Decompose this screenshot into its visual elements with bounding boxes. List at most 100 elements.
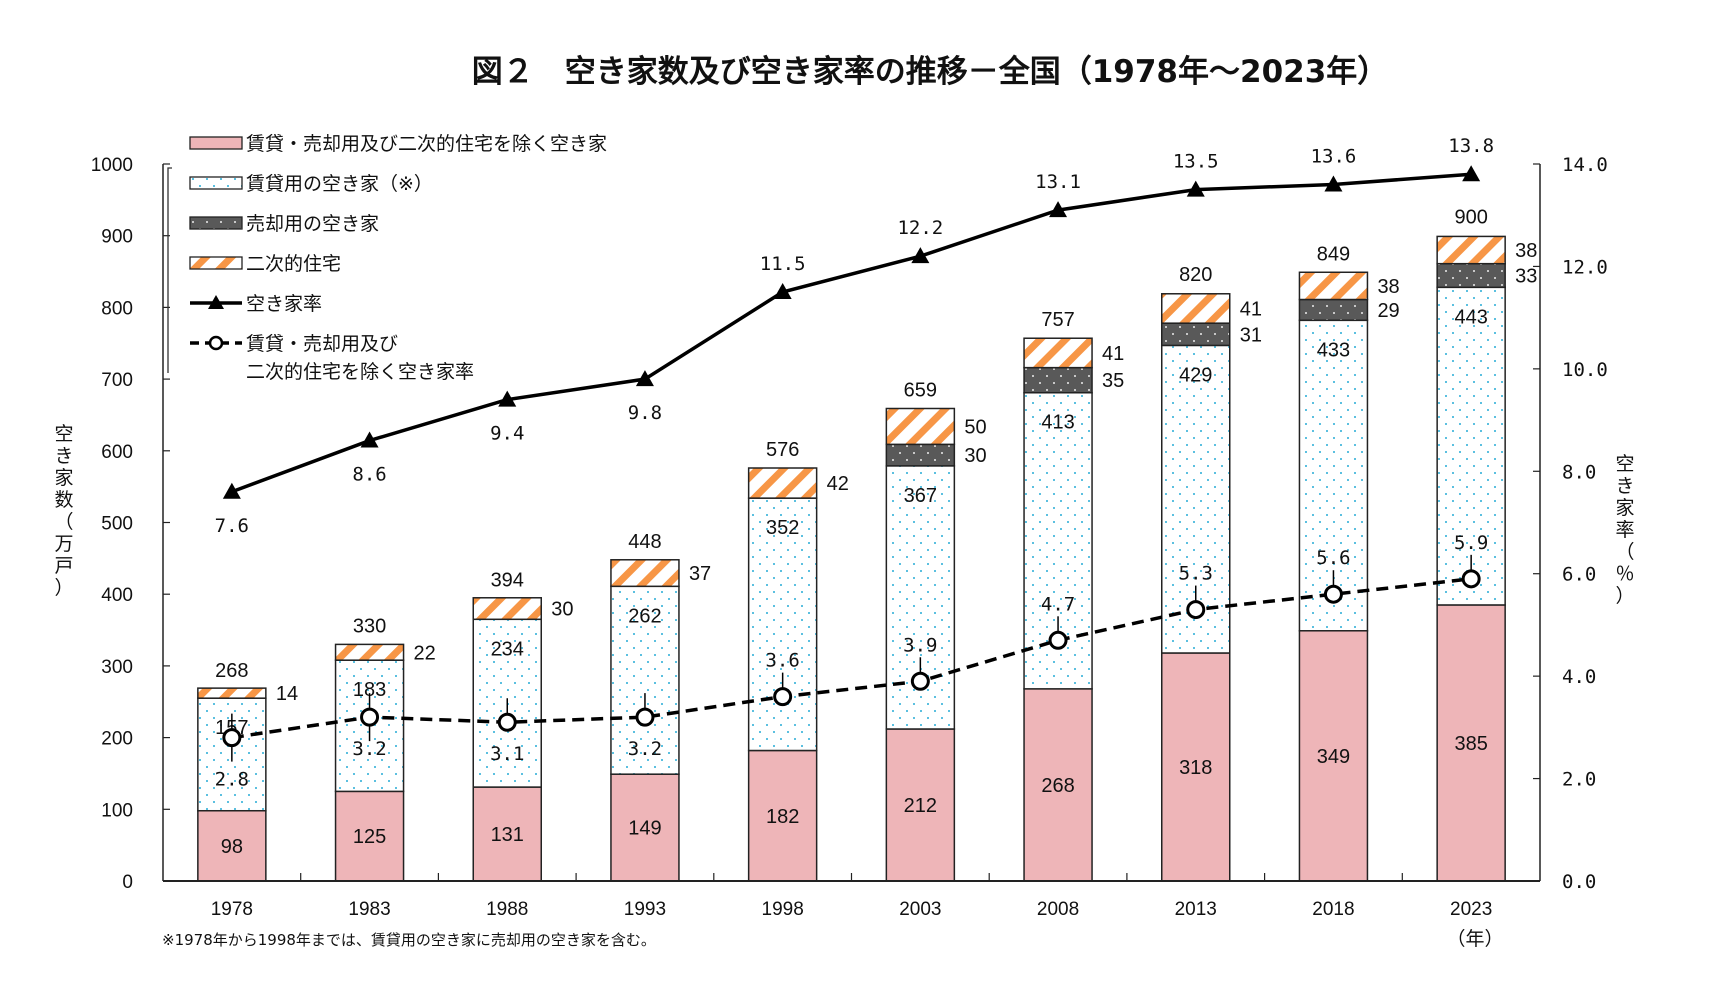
y2-tick-label: 4.0 <box>1562 666 1596 688</box>
rate-value-label: 3.2 <box>352 738 386 760</box>
y-tick-label: 600 <box>101 442 133 463</box>
bar-value-label: 413 <box>1041 412 1074 434</box>
rate-value-label: 12.2 <box>897 217 943 239</box>
x-tick-label: 2018 <box>1312 899 1354 920</box>
triangle-marker <box>1186 180 1205 197</box>
bar-segment-0-1988 <box>472 786 542 882</box>
bar-segment-0-1978 <box>197 809 267 882</box>
bar-value-label: 183 <box>353 679 386 701</box>
legend-label: 賃貸用の空き家（※） <box>246 173 433 195</box>
triangle-marker <box>635 370 654 387</box>
circle-marker <box>635 707 655 727</box>
legend-label: 賃貸・売却用及び <box>246 333 398 355</box>
axis-title-char: （ <box>54 511 73 533</box>
y2-axis-title: 空き家率（％） <box>1615 453 1634 607</box>
bar-segment-3-1978 <box>197 687 267 699</box>
footnote: ※1978年から1998年までは、賃貸用の空き家に売却用の空き家を含む。 <box>162 931 656 949</box>
y-tick-label: 500 <box>101 514 133 535</box>
bar-total-label: 659 <box>904 379 937 401</box>
rate-value-label: 13.8 <box>1448 135 1494 157</box>
bar-total-label: 820 <box>1179 264 1212 286</box>
legend-label: 二次的住宅 <box>246 253 341 275</box>
bar-segment-3-2018 <box>1298 271 1369 301</box>
y-tick-label: 0 <box>122 872 133 893</box>
bar-value-label: 29 <box>1377 300 1399 322</box>
rate-value-label: 3.1 <box>490 743 524 765</box>
bar-value-label: 33 <box>1515 265 1537 287</box>
rate-value-label: 13.6 <box>1311 145 1357 167</box>
triangle-marker <box>360 431 379 448</box>
bar-value-label: 318 <box>1179 757 1212 779</box>
bar-total-label: 268 <box>215 660 248 682</box>
x-tick-label: 2013 <box>1175 899 1217 920</box>
legend-circle-icon <box>208 335 224 351</box>
bar-value-label: 30 <box>551 599 573 621</box>
bar-segment-2-2023 <box>1436 262 1506 289</box>
y2-tick-label: 6.0 <box>1562 564 1596 586</box>
axis-title-char: き <box>1615 475 1634 497</box>
x-tick-label: 1988 <box>486 899 528 920</box>
bar-segment-3-2003 <box>885 407 956 446</box>
bar-value-label: 37 <box>689 563 711 585</box>
bar-value-label: 212 <box>904 795 937 817</box>
y-tick-label: 700 <box>101 370 133 391</box>
y-tick-label: 400 <box>101 585 133 606</box>
bar-total-label: 330 <box>353 615 386 637</box>
bar-value-label: 38 <box>1515 240 1537 262</box>
x-tick-label: 1998 <box>762 899 804 920</box>
bar-segment-1-1998 <box>747 497 818 752</box>
x-tick-label: 2003 <box>899 899 941 920</box>
y-tick-label: 300 <box>101 657 133 678</box>
bar-segment-0-2003 <box>885 728 956 882</box>
bar-value-label: 262 <box>628 605 661 627</box>
bar-value-label: 182 <box>766 806 799 828</box>
triangle-marker <box>498 390 517 407</box>
bar-total-label: 900 <box>1454 207 1487 229</box>
legend-swatch <box>189 176 243 190</box>
axis-title-char: 戸 <box>54 555 73 577</box>
circle-marker <box>1323 584 1343 604</box>
bar-segment-3-2023 <box>1436 235 1506 265</box>
y-tick-label: 200 <box>101 729 133 750</box>
bar-value-label: 30 <box>964 445 986 467</box>
bar-segment-3-1993 <box>610 559 680 588</box>
legend-swatch <box>189 256 243 270</box>
circle-marker <box>497 712 517 732</box>
bar-segment-3-2008 <box>1023 337 1093 369</box>
bar-value-label: 14 <box>276 683 298 705</box>
legend-label: 賃貸・売却用及び二次的住宅を除く空き家 <box>246 133 607 155</box>
x-tick-label: 1978 <box>211 899 253 920</box>
bar-value-label: 429 <box>1179 364 1212 386</box>
bar-value-label: 385 <box>1454 733 1487 755</box>
legend-swatch <box>189 216 243 230</box>
bar-segment-3-1983 <box>334 643 405 661</box>
bar-value-label: 131 <box>491 824 524 846</box>
bar-segment-1-2023 <box>1436 286 1506 606</box>
axis-title-char: ） <box>1615 585 1634 607</box>
y-tick-label: 1000 <box>91 155 133 176</box>
bar-total-label: 757 <box>1041 309 1074 331</box>
bar-value-label: 38 <box>1377 276 1399 298</box>
rate-value-label: 8.6 <box>352 464 386 486</box>
y2-tick-label: 0.0 <box>1562 871 1596 893</box>
y-tick-label: 900 <box>101 227 133 248</box>
bar-value-label: 98 <box>221 836 243 858</box>
bar-total-label: 849 <box>1317 243 1350 265</box>
bar-value-label: 433 <box>1317 339 1350 361</box>
chart-title: 図２ 空き家数及び空き家率の推移－全国（1978年～2023年） <box>472 54 1389 90</box>
legend-label: 空き家率 <box>246 293 322 315</box>
rate-value-label: 9.4 <box>490 423 524 445</box>
y-axis-title: 空き家数（万戸） <box>54 423 73 599</box>
circle-marker <box>910 671 930 691</box>
bar-segment-0-1998 <box>747 749 818 882</box>
triangle-marker <box>1462 165 1481 182</box>
triangle-marker <box>222 482 241 499</box>
bar-value-label: 352 <box>766 517 799 539</box>
bar-value-label: 22 <box>414 642 436 664</box>
rate-excl-line <box>231 577 1472 740</box>
bar-value-label: 443 <box>1454 306 1487 328</box>
axis-title-char: 空 <box>1615 453 1634 475</box>
circle-marker <box>360 707 380 727</box>
rate-value-label: 4.7 <box>1041 593 1075 615</box>
